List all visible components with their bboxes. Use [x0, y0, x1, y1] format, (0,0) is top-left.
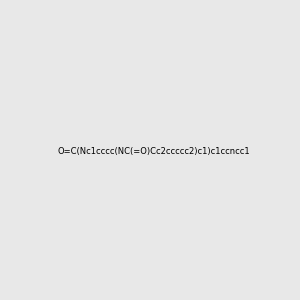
- Text: O=C(Nc1cccc(NC(=O)Cc2ccccc2)c1)c1ccncc1: O=C(Nc1cccc(NC(=O)Cc2ccccc2)c1)c1ccncc1: [57, 147, 250, 156]
